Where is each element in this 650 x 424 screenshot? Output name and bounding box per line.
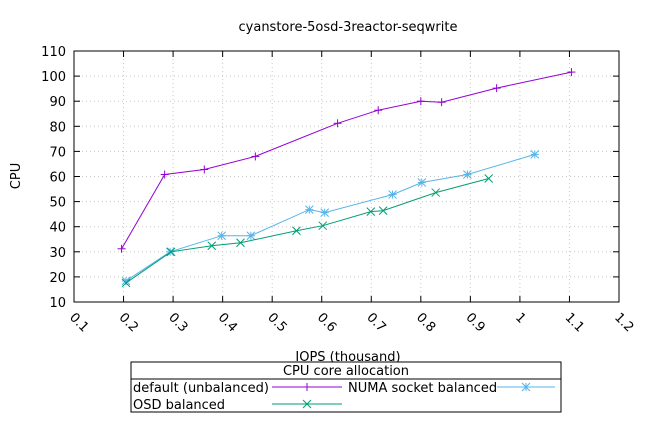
data-point: [492, 84, 501, 93]
data-point: [246, 231, 256, 241]
x-axis-label: IOPS (thousand): [295, 350, 400, 365]
legend-swatch-marker: [303, 383, 311, 391]
data-point: [374, 106, 383, 115]
legend-entries: default (unbalanced) NUMA socket balanced…: [133, 381, 555, 413]
legend-title: CPU core allocation: [283, 364, 409, 379]
y-tick-label: 30: [49, 246, 66, 261]
y-tick-label: 90: [49, 95, 66, 110]
x-tick-label: 0.3: [165, 310, 190, 335]
x-tick-label: 0.1: [66, 310, 91, 335]
legend-box: [130, 361, 562, 413]
x-tick-label: 0.5: [264, 310, 289, 335]
data-point: [304, 205, 314, 214]
data-point: [530, 150, 540, 159]
x-tick-label: 0.4: [215, 310, 240, 335]
data-point: [200, 165, 209, 174]
x-tick-label: 1.1: [562, 310, 587, 335]
series-osd-balanced: [121, 174, 494, 288]
x-tick-label: 0.8: [413, 310, 438, 335]
data-point: [378, 206, 388, 215]
series-line: [125, 153, 535, 282]
data-point: [236, 238, 245, 248]
x-tick-label: 1: [512, 310, 528, 326]
data-point: [217, 231, 226, 241]
y-tick-label: 70: [49, 145, 66, 160]
data-point: [160, 170, 169, 179]
legend-entry: NUMA socket balanced: [348, 381, 555, 396]
y-tick-labels: 10 20 30 40 50 60 70 80 90 100 110: [41, 45, 66, 311]
y-axis-label: CPU: [9, 163, 24, 189]
y-tick-label: 50: [49, 196, 66, 211]
x-tick-labels: 0.1 0.2 0.3 0.4 0.5 0.6 0.7 0.8 0.9 1 1.1 1.2: [66, 310, 636, 335]
data-point: [431, 188, 441, 197]
legend-entry: OSD balanced: [133, 398, 342, 413]
data-point: [567, 68, 576, 77]
data-point: [166, 247, 176, 257]
y-tick-label: 10: [49, 296, 66, 311]
y-tick-label: 20: [49, 271, 66, 286]
series-line: [121, 71, 572, 250]
data-point: [207, 241, 217, 251]
data-point: [121, 278, 131, 288]
legend-label: default (unbalanced): [133, 381, 269, 396]
data-point: [292, 226, 301, 236]
data-point: [388, 190, 397, 199]
x-tick-label: 1.2: [611, 310, 636, 335]
series-numa-socket-balanced: [121, 150, 540, 286]
legend-label: NUMA socket balanced: [348, 381, 497, 396]
legend-label: OSD balanced: [133, 398, 225, 413]
legend-swatch-marker: [302, 399, 312, 409]
data-point: [117, 244, 126, 253]
series: [117, 68, 576, 288]
data-point: [333, 119, 342, 128]
data-point: [484, 174, 494, 183]
data-point: [463, 170, 472, 179]
data-point: [318, 221, 328, 231]
x-tick-label: 0.2: [116, 310, 141, 335]
data-point: [437, 98, 446, 107]
y-tick-label: 80: [49, 120, 66, 135]
legend-entry: default (unbalanced): [133, 381, 342, 396]
data-point: [366, 207, 376, 216]
legend-swatch-marker: [521, 382, 531, 392]
grid: [74, 51, 619, 302]
axis-ticks: [73, 50, 620, 303]
data-point: [251, 152, 260, 161]
x-tick-label: 0.7: [363, 310, 388, 335]
y-tick-label: 40: [49, 221, 66, 236]
y-tick-label: 60: [49, 171, 66, 186]
chart-title: cyanstore-5osd-3reactor-seqwrite: [239, 20, 458, 35]
data-point: [320, 208, 330, 217]
data-point: [416, 97, 425, 106]
legend: CPU core allocation default (unbalanced)…: [130, 361, 562, 413]
data-point: [417, 178, 427, 187]
x-tick-label: 0.6: [314, 310, 339, 335]
series-line: [125, 178, 489, 284]
series-default-unbalanced: [117, 68, 576, 253]
y-tick-label: 100: [41, 70, 66, 85]
y-tick-label: 110: [41, 45, 66, 60]
x-tick-label: 0.9: [463, 310, 488, 335]
